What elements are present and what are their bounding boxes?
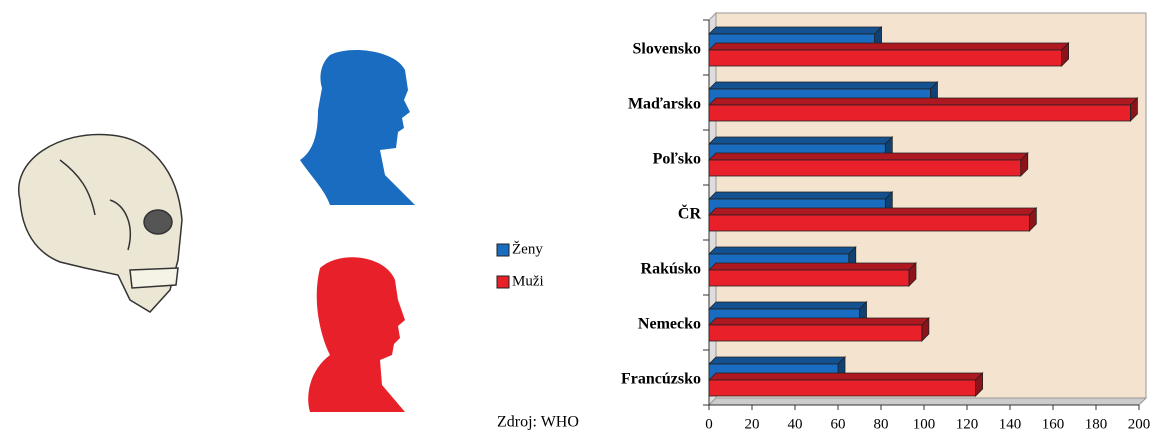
x-tick-label: 140 (999, 416, 1022, 432)
x-tick-label: 80 (874, 416, 889, 432)
x-tick-label: 120 (956, 416, 979, 432)
female-silhouette (300, 50, 415, 205)
legend-label: Ženy (512, 240, 543, 257)
bar-top (708, 301, 868, 310)
y-tick-label: Maďarsko (628, 96, 701, 113)
y-tick-label: Rakúsko (641, 261, 701, 278)
bar (708, 317, 930, 342)
bar-front (708, 379, 977, 397)
bar-top (708, 42, 1070, 51)
bar (708, 152, 1029, 177)
x-tick-label: 60 (831, 416, 846, 432)
legend-label: Muži (512, 273, 544, 289)
floor (707, 397, 1148, 406)
bar-top (708, 246, 857, 255)
bar (708, 97, 1139, 122)
skull-illustration (17, 133, 183, 313)
male-silhouette (308, 257, 405, 412)
x-tick-label: 40 (788, 416, 803, 432)
bar (708, 372, 984, 397)
bar (708, 262, 917, 287)
legend-swatch (496, 275, 510, 289)
y-tick-label: Slovensko (633, 41, 701, 58)
bar-front (708, 269, 910, 287)
bar-top (708, 97, 1139, 106)
bar-top (708, 81, 939, 90)
bar-top (708, 317, 930, 326)
bar-top (708, 207, 1038, 216)
y-tick-label: Francúzsko (621, 371, 701, 388)
x-tick-label: 200 (1128, 416, 1151, 432)
bar-front (708, 214, 1030, 232)
bar-top (708, 372, 984, 381)
x-tick-label: 180 (1085, 416, 1108, 432)
source-note: Zdroj: WHO (497, 414, 579, 431)
bar-top (708, 136, 894, 145)
y-tick-label: Nemecko (638, 316, 701, 333)
x-tick-label: 20 (745, 416, 760, 432)
y-tick-label: Poľsko (653, 151, 701, 168)
bar (708, 207, 1038, 232)
bar-top (708, 26, 883, 35)
y-tick-label: ČR (678, 204, 702, 223)
bar-top (708, 356, 846, 365)
bar-front (708, 159, 1022, 177)
x-tick-label: 160 (1042, 416, 1065, 432)
bar-top (708, 262, 917, 271)
bar-top (708, 152, 1029, 161)
x-tick-label: 0 (705, 416, 713, 432)
bar-front (708, 324, 923, 342)
x-tick-label: 100 (913, 416, 936, 432)
bar (708, 42, 1070, 67)
bar-top (708, 191, 894, 200)
bar-front (708, 49, 1063, 67)
bar-front (708, 104, 1131, 122)
legend-swatch (496, 243, 510, 257)
